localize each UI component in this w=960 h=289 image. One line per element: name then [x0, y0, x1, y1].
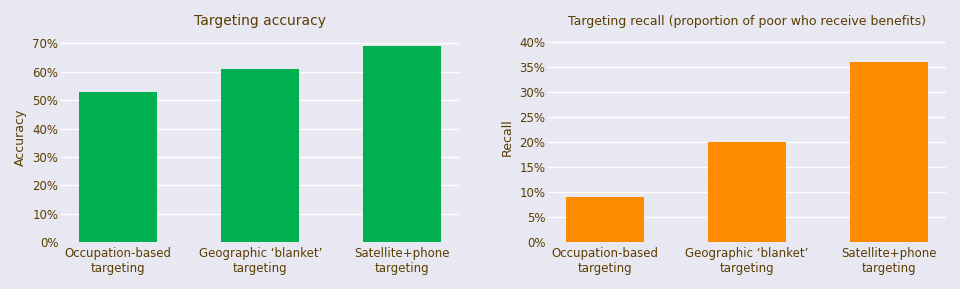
Title: Targeting recall (proportion of poor who receive benefits): Targeting recall (proportion of poor who… — [568, 15, 926, 28]
Bar — [708, 142, 786, 242]
Bar — [363, 46, 441, 242]
Y-axis label: Accuracy: Accuracy — [13, 108, 27, 166]
Y-axis label: Recall: Recall — [501, 118, 514, 156]
Bar — [850, 62, 928, 242]
Title: Targeting accuracy: Targeting accuracy — [194, 14, 326, 28]
Bar — [566, 197, 644, 242]
Bar — [80, 92, 157, 242]
Bar — [221, 69, 300, 242]
